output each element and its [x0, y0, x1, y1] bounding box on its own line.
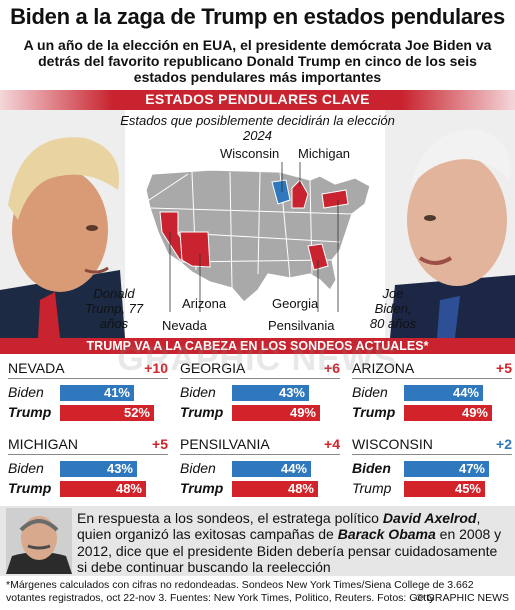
trump-row-label: Trump: [8, 404, 52, 420]
biden-value-label: 44%: [452, 385, 479, 400]
label-pennsylvania: Pensilvania: [268, 318, 335, 333]
label-arizona: Arizona: [182, 296, 227, 311]
key-states-band: [0, 90, 515, 110]
footer-text: En respuesta a los sondeos, el estratega…: [77, 510, 509, 575]
trump-value-label: 52%: [123, 405, 150, 420]
biden-row-label: Biden: [8, 384, 44, 400]
panel-state-name: GEORGIA: [180, 360, 246, 376]
biden-bar: 43%: [60, 461, 137, 477]
arizona-shape: [179, 231, 211, 268]
label-wisconsin: Wisconsin: [220, 146, 280, 161]
footer-text-part-3: en 2008 y 2012, dice que el presidente B…: [77, 526, 502, 575]
panel-header: PENSILVANIA +4: [180, 434, 340, 455]
map-borders: [145, 171, 353, 289]
biden-bar: 41%: [60, 385, 134, 401]
label-georgia: Georgia: [272, 296, 319, 311]
trump-value-label: 48%: [115, 481, 142, 496]
poll-panel-michigan: MICHIGAN +5 Biden 43% Trump 48%: [8, 434, 168, 504]
trump-value-label: 45%: [454, 481, 481, 496]
map-area: Estados que posiblemente decidirán la el…: [0, 110, 515, 338]
polls-band: [0, 338, 515, 354]
poll-panel-arizona: ARIZONA +5 Biden 44% Trump 49%: [352, 358, 512, 428]
trump-bar: 48%: [232, 481, 318, 497]
us-map: [145, 162, 371, 312]
panel-margin: +6: [324, 360, 340, 376]
trump-row-label: Trump: [8, 480, 52, 496]
panel-state-name: WISCONSIN: [352, 436, 433, 452]
biden-value-label: 44%: [280, 461, 307, 476]
poll-panel-pensilvania: PENSILVANIA +4 Biden 44% Trump 48%: [180, 434, 340, 504]
page-title: Biden a la zaga de Trump en estados pend…: [10, 4, 505, 29]
panel-margin: +5: [496, 360, 512, 376]
trump-row-label: Trump: [180, 480, 224, 496]
watermark: GRAPHIC NEWS: [117, 340, 398, 378]
biden-name: Joe Biden, 80 años: [369, 286, 417, 331]
biden-bar: 44%: [404, 385, 483, 401]
axelrod-photo: [6, 508, 72, 574]
panel-state-name: NEVADA: [8, 360, 65, 376]
biden-row-label: Biden: [180, 384, 216, 400]
panel-state-name: MICHIGAN: [8, 436, 78, 452]
georgia-shape: [307, 243, 329, 271]
trump-bar: 49%: [404, 405, 492, 421]
panel-state-name: PENSILVANIA: [180, 436, 270, 452]
biden-bar: 43%: [232, 385, 309, 401]
trump-bar: 52%: [60, 405, 154, 421]
trump-bar: 45%: [404, 481, 485, 497]
biden-value-label: 41%: [103, 385, 130, 400]
footer-band: [0, 506, 515, 576]
footer-text-part-1: En respuesta a los sondeos, el estratega…: [77, 510, 383, 526]
panel-header: GEORGIA +6: [180, 358, 340, 379]
biden-row-label: Biden: [8, 460, 44, 476]
footer-name-axelrod: David Axelrod: [382, 510, 477, 526]
biden-value-label: 43%: [106, 461, 133, 476]
copyright: © GRAPHIC NEWS: [416, 592, 509, 604]
panel-header: WISCONSIN +2: [352, 434, 512, 455]
biden-value-label: 43%: [278, 385, 305, 400]
michigan-shape: [291, 179, 309, 209]
poll-panel-wisconsin: WISCONSIN +2 Biden 47% Trump 45%: [352, 434, 512, 504]
poll-panel-nevada: NEVADA +10 Biden 41% Trump 52%: [8, 358, 168, 428]
panel-margin: +10: [144, 360, 168, 376]
panel-state-name: ARIZONA: [352, 360, 415, 376]
biden-row-label: Biden: [180, 460, 216, 476]
trump-value-label: 49%: [289, 405, 316, 420]
map-note: Estados que posiblemente decidirán la el…: [120, 113, 395, 143]
trump-portrait: [0, 110, 125, 338]
trump-row-label: Trump: [180, 404, 224, 420]
pennsylvania-shape: [321, 189, 349, 209]
panel-margin: +5: [152, 436, 168, 452]
key-states-label: ESTADOS PENDULARES CLAVE: [145, 91, 370, 107]
biden-row-label: Biden: [352, 460, 391, 476]
trump-row-label: Trump: [352, 480, 392, 496]
biden-bar: 47%: [404, 461, 489, 477]
trump-bar: 48%: [60, 481, 146, 497]
biden-row-label: Biden: [352, 384, 388, 400]
panel-margin: +4: [324, 436, 340, 452]
biden-portrait: [385, 110, 515, 338]
footer-name-obama: Barack Obama: [337, 526, 436, 543]
panel-header: NEVADA +10: [8, 358, 168, 379]
poll-panel-georgia: GEORGIA +6 Biden 43% Trump 49%: [180, 358, 340, 428]
biden-value-label: 47%: [458, 461, 485, 476]
trump-value-label: 49%: [461, 405, 488, 420]
label-michigan: Michigan: [298, 146, 351, 161]
label-nevada: Nevada: [162, 318, 207, 333]
panel-margin: +2: [496, 436, 512, 452]
biden-bar: 44%: [232, 461, 311, 477]
trump-name: Donald Trump, 77 años: [84, 286, 144, 331]
trump-value-label: 48%: [287, 481, 314, 496]
panel-header: MICHIGAN +5: [8, 434, 168, 455]
footnote: *Márgenes calculados con cifras no redon…: [6, 579, 474, 604]
footer-text-part-2: , quien organizó las exitosas campañas d…: [77, 510, 481, 543]
trump-row-label: Trump: [352, 404, 396, 420]
trump-bar: 49%: [232, 405, 320, 421]
wisconsin-shape: [271, 179, 291, 205]
page-subtitle: A un año de la elección en EUA, el presi…: [23, 37, 492, 85]
panel-header: ARIZONA +5: [352, 358, 512, 379]
polls-label: TRUMP VA A LA CABEZA EN LOS SONDEOS ACTU…: [86, 339, 429, 353]
